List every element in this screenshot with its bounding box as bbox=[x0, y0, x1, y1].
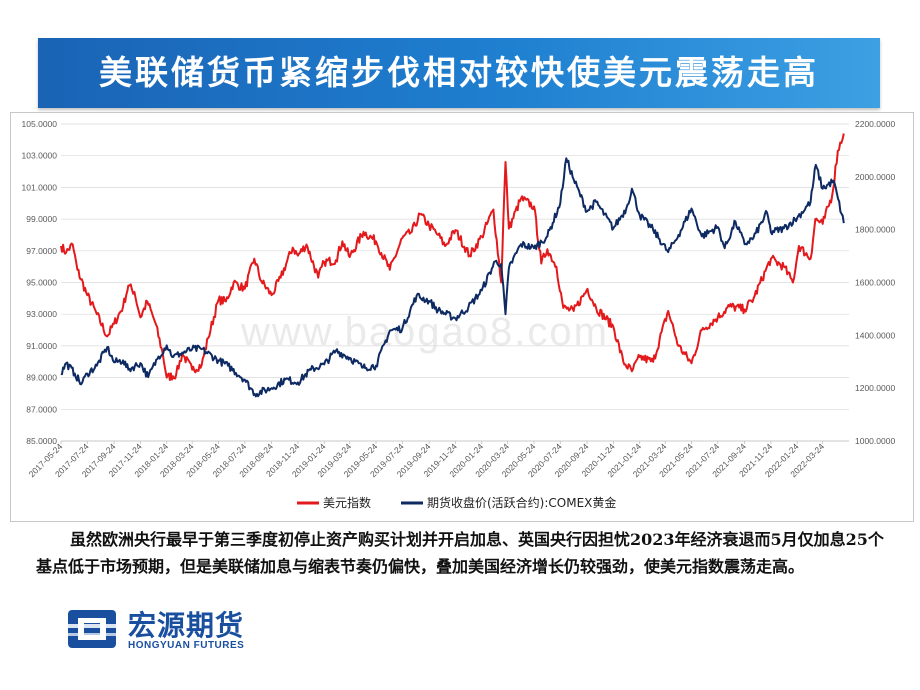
chart-panel: www.baogao8.com 105.0000 103.0000 101.0000… bbox=[10, 112, 914, 522]
left-axis-tick-label: 91.0000 bbox=[26, 341, 57, 351]
left-axis-tick-label: 101.0000 bbox=[22, 182, 58, 192]
chart-gridlines bbox=[61, 123, 849, 442]
left-axis-tick-label: 103.0000 bbox=[22, 151, 58, 161]
legend-label: 美元指数 bbox=[323, 495, 371, 510]
comex-gold-line bbox=[60, 157, 845, 398]
title-banner: 美联储货币紧缩步伐相对较快使美元震荡走高 bbox=[38, 38, 880, 108]
legend-label: 期货收盘价(活跃合约):COMEX黄金 bbox=[427, 495, 616, 510]
usd-index-line bbox=[60, 133, 845, 381]
logo-name-en: HONGYUAN FUTURES bbox=[128, 640, 245, 651]
left-axis-tick-label: 87.0000 bbox=[26, 404, 57, 414]
left-axis-tick-label: 85.0000 bbox=[26, 436, 57, 446]
commentary-paragraph: 虽然欧洲央行最早于第三季度初停止资产购买计划并开启加息、英国央行因担忧2023年… bbox=[36, 530, 884, 576]
left-axis-tick-label: 89.0000 bbox=[26, 373, 57, 383]
left-axis: 105.0000 103.0000 101.0000 99.0000 97.0000 95… bbox=[22, 119, 58, 446]
right-axis-tick-label: 1000.0000 bbox=[855, 436, 895, 446]
left-axis-tick-label: 105.0000 bbox=[22, 119, 58, 129]
watermark-text: www.baogao8.com bbox=[240, 310, 609, 354]
right-axis-tick-label: 2200.0000 bbox=[855, 119, 895, 129]
left-axis-tick-label: 99.0000 bbox=[26, 214, 57, 224]
right-axis: 2200.0000 2000.0000 1800.0000 1600.0000 1400… bbox=[855, 119, 895, 446]
logo-name-cn: 宏源期货 bbox=[128, 609, 245, 642]
x-axis: 2017-05-242017-07-242017-09-242017-11-24… bbox=[27, 440, 849, 479]
series-lines bbox=[60, 133, 845, 398]
dual-axis-line-chart: www.baogao8.com 105.0000 103.0000 101.0000… bbox=[22, 119, 896, 510]
right-axis-tick-label: 2000.0000 bbox=[855, 172, 895, 182]
right-axis-tick-label: 1600.0000 bbox=[855, 278, 895, 288]
hongyuan-logo-icon bbox=[62, 610, 122, 648]
page-title: 美联储货币紧缩步伐相对较快使美元震荡走高 bbox=[99, 53, 819, 92]
left-axis-tick-label: 93.0000 bbox=[26, 309, 57, 319]
chart-legend: 美元指数 期货收盘价(活跃合约):COMEX黄金 bbox=[297, 495, 616, 510]
right-axis-tick-label: 1400.0000 bbox=[855, 330, 895, 340]
right-axis-tick-label: 1200.0000 bbox=[855, 383, 895, 393]
left-axis-tick-label: 97.0000 bbox=[26, 246, 57, 256]
left-axis-tick-label: 95.0000 bbox=[26, 278, 57, 288]
company-logo: 宏源期货 HONGYUAN FUTURES bbox=[62, 604, 272, 654]
right-axis-tick-label: 1800.0000 bbox=[855, 225, 895, 235]
